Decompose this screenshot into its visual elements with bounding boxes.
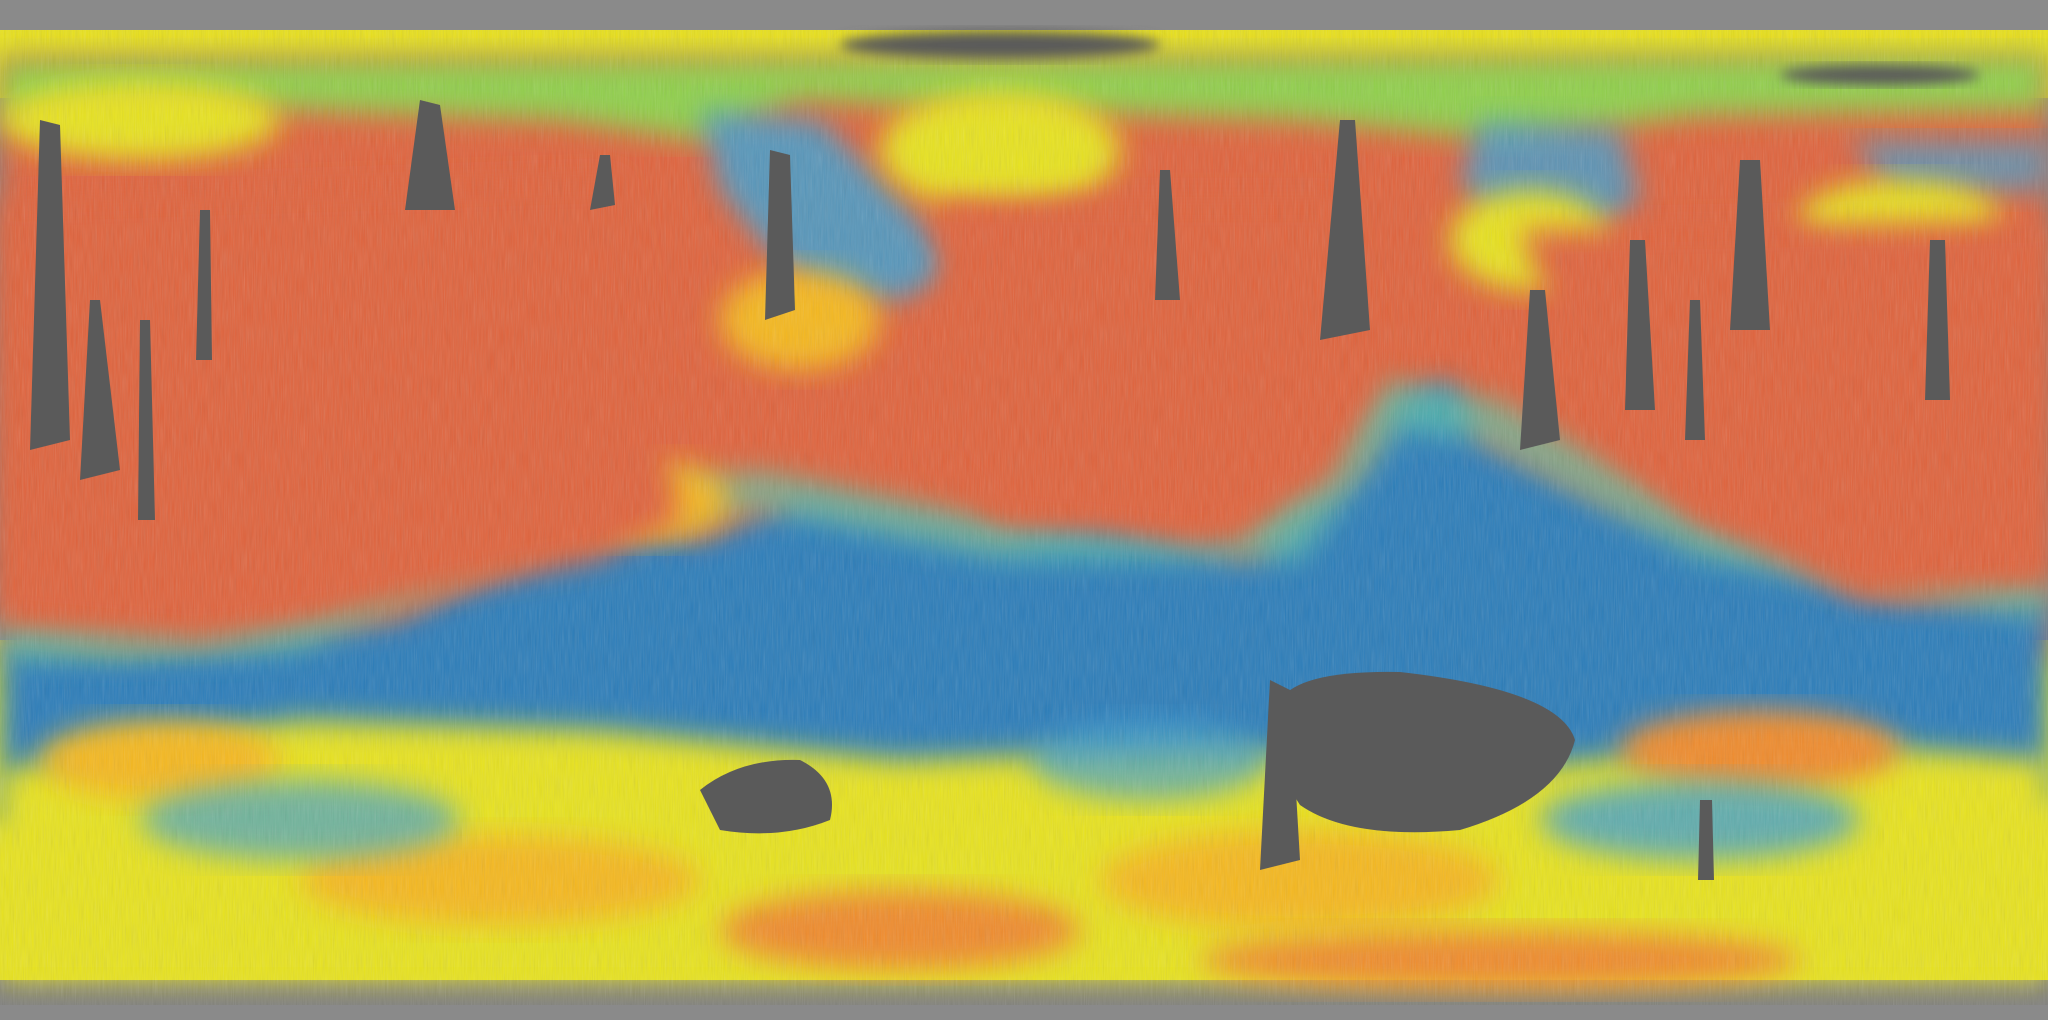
north-polar-cap-east	[1780, 65, 1980, 85]
spike-8	[1155, 170, 1180, 300]
spike-5	[405, 100, 455, 210]
spike-4	[196, 210, 212, 360]
spike-13	[1925, 240, 1950, 400]
spike-1	[30, 120, 70, 450]
spike-12	[1730, 160, 1770, 330]
spike-6	[590, 155, 615, 210]
north-polar-cap	[840, 31, 1160, 59]
north-polar-band	[0, 0, 2048, 30]
spike-14	[1685, 300, 1705, 440]
spike-11	[1625, 240, 1655, 410]
spike-7	[765, 150, 795, 320]
south-polar-band	[0, 1005, 2048, 1020]
no-data-layer	[30, 100, 1950, 880]
spike-2	[80, 300, 120, 480]
spike-16	[1698, 800, 1714, 880]
spike-9	[1320, 120, 1370, 340]
gap-hellas-basin	[1277, 671, 1575, 833]
spike-10	[1520, 290, 1560, 450]
gap-argyre-basin	[700, 759, 832, 834]
spike-15	[1260, 680, 1300, 870]
spike-3	[138, 320, 155, 520]
